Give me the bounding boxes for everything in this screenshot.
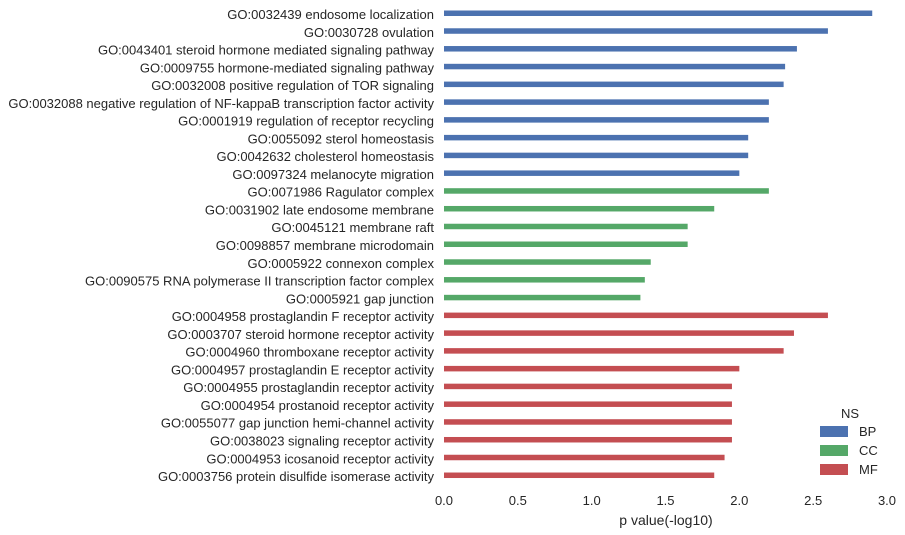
category-label: GO:0043401 steroid hormone mediated sign… <box>98 43 435 58</box>
legend-swatch-mf <box>820 464 848 475</box>
bar-cc <box>444 223 688 230</box>
category-label: GO:0032439 endosome localization <box>227 7 434 22</box>
bar-cc <box>444 241 688 248</box>
bar-cc <box>444 277 645 283</box>
category-label: GO:0005921 gap junction <box>286 291 434 306</box>
bar-bp <box>444 28 828 34</box>
category-label: GO:0004960 thromboxane receptor activity <box>185 345 434 360</box>
category-label: GO:0031902 late endosome membrane <box>205 202 434 217</box>
bars-layer <box>444 10 873 479</box>
bar-bp <box>444 134 749 141</box>
category-label: GO:0003707 steroid hormone receptor acti… <box>167 327 434 342</box>
category-label: GO:0055092 sterol homeostasis <box>248 131 435 146</box>
bar-cc <box>444 188 769 194</box>
category-label: GO:0045121 membrane raft <box>271 220 434 235</box>
category-label: GO:0004955 prostaglandin receptor activi… <box>183 380 434 395</box>
legend: NS BP CC MF <box>820 406 878 477</box>
bar-mf <box>444 365 740 372</box>
category-labels: GO:0032439 endosome localization GO:00307… <box>8 7 434 484</box>
category-label: GO:0032008 positive regulation of TOR si… <box>151 78 434 93</box>
category-label: GO:0042632 cholesterol homeostasis <box>216 149 434 164</box>
category-label: GO:0097324 melanocyte migration <box>232 167 434 182</box>
bar-mf <box>444 348 784 354</box>
bar-cc <box>444 205 715 212</box>
x-tick-label: 0.5 <box>509 493 527 508</box>
x-axis-title: p value(-log10) <box>619 512 712 528</box>
x-tick-label: 1.5 <box>656 493 674 508</box>
x-tick-label: 0.0 <box>435 493 453 508</box>
bar-bp <box>444 152 749 159</box>
category-label: GO:0003756 protein disulfide isomerase a… <box>158 469 435 484</box>
category-label: GO:0004953 icosanoid receptor activity <box>206 451 434 466</box>
x-axis-ticks: 0.0 0.5 1.0 1.5 2.0 2.5 3.0 <box>435 493 896 508</box>
legend-entries: BP CC MF <box>820 424 878 477</box>
bar-cc <box>444 294 641 301</box>
category-label: GO:0004958 prostaglandin F receptor acti… <box>172 309 435 324</box>
x-tick-label: 3.0 <box>878 493 896 508</box>
category-label: GO:0071986 Ragulator complex <box>248 185 435 200</box>
category-label: GO:0004954 prostanoid receptor activity <box>201 398 435 413</box>
bar-mf <box>444 330 794 336</box>
bar-mf <box>444 312 828 319</box>
bar-cc <box>444 259 651 265</box>
legend-swatch-bp <box>820 426 848 437</box>
bar-mf <box>444 436 732 443</box>
bar-bp <box>444 63 786 70</box>
bar-bp <box>444 117 769 123</box>
bar-mf <box>444 472 715 479</box>
legend-swatch-cc <box>820 445 848 456</box>
category-label: GO:0055077 gap junction hemi-channel act… <box>161 416 435 431</box>
bar-mf <box>444 419 732 425</box>
bar-mf <box>444 383 732 390</box>
bar-bp <box>444 99 769 105</box>
category-label: GO:0030728 ovulation <box>304 25 434 40</box>
bar-bp <box>444 81 784 88</box>
bar-bp <box>444 46 797 52</box>
bar-mf <box>444 454 725 461</box>
bar-bp <box>444 10 873 16</box>
category-label: GO:0038023 signaling receptor activity <box>210 433 435 448</box>
legend-title: NS <box>841 406 859 421</box>
category-label: GO:0098857 membrane microdomain <box>216 238 434 253</box>
category-label: GO:0001919 regulation of receptor recycl… <box>178 114 434 129</box>
x-tick-label: 1.0 <box>583 493 601 508</box>
legend-label-bp: BP <box>859 424 876 439</box>
x-tick-label: 2.5 <box>804 493 822 508</box>
category-label: GO:0005922 connexon complex <box>248 256 435 271</box>
category-label: GO:0090575 RNA polymerase II transcripti… <box>85 274 434 289</box>
legend-label-mf: MF <box>859 462 878 477</box>
category-label: GO:0004957 prostaglandin E receptor acti… <box>171 362 435 377</box>
category-label: GO:0009755 hormone-mediated signaling pa… <box>140 60 435 75</box>
legend-label-cc: CC <box>859 443 878 458</box>
bar-bp <box>444 170 740 176</box>
category-label: GO:0032088 negative regulation of NF-kap… <box>8 96 434 111</box>
bar-mf <box>444 401 732 407</box>
x-tick-label: 2.0 <box>730 493 748 508</box>
